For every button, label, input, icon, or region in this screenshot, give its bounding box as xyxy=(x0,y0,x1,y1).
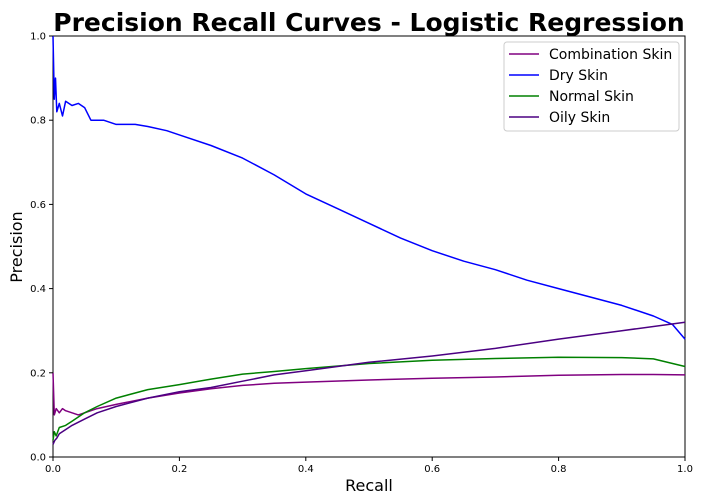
chart-title: Precision Recall Curves - Logistic Regre… xyxy=(53,8,684,37)
y-tick-label: 0.4 xyxy=(30,284,46,295)
legend-label: Dry Skin xyxy=(549,68,608,84)
legend: Combination Skin Dry Skin Normal Skin Oily … xyxy=(503,41,680,132)
y-tick-label: 0.2 xyxy=(30,368,46,379)
legend-label: Oily Skin xyxy=(549,110,610,126)
x-tick-label: 0.8 xyxy=(551,464,567,475)
y-axis-label: Precision xyxy=(7,211,26,282)
legend-box xyxy=(503,41,680,132)
x-tick-label: 0.2 xyxy=(171,464,187,475)
series-group xyxy=(52,35,686,445)
series-line-oily-skin xyxy=(52,321,686,445)
x-tick-label: 0.6 xyxy=(424,464,440,475)
y-tick-label: 0.8 xyxy=(30,116,46,127)
y-tick-label: 0.0 xyxy=(30,453,46,464)
legend-items: Combination Skin Dry Skin Normal Skin Oily … xyxy=(509,47,672,126)
y-tick-label: 1.0 xyxy=(30,32,46,43)
x-axis-label: Recall xyxy=(345,476,393,495)
axis-ticks: 0.0 0.2 0.4 0.6 0.8 1.0 0.0 0.2 0.4 0.6 0.8 1.0 xyxy=(30,32,693,476)
x-tick-label: 0.4 xyxy=(298,464,314,475)
legend-label: Normal Skin xyxy=(549,89,634,105)
series-line-dry-skin xyxy=(52,35,686,340)
x-tick-label: 1.0 xyxy=(677,464,693,475)
series-line-normal-skin xyxy=(52,356,686,441)
y-tick-label: 0.6 xyxy=(30,200,46,211)
x-tick-label: 0.0 xyxy=(45,464,61,475)
legend-label: Combination Skin xyxy=(549,47,672,63)
